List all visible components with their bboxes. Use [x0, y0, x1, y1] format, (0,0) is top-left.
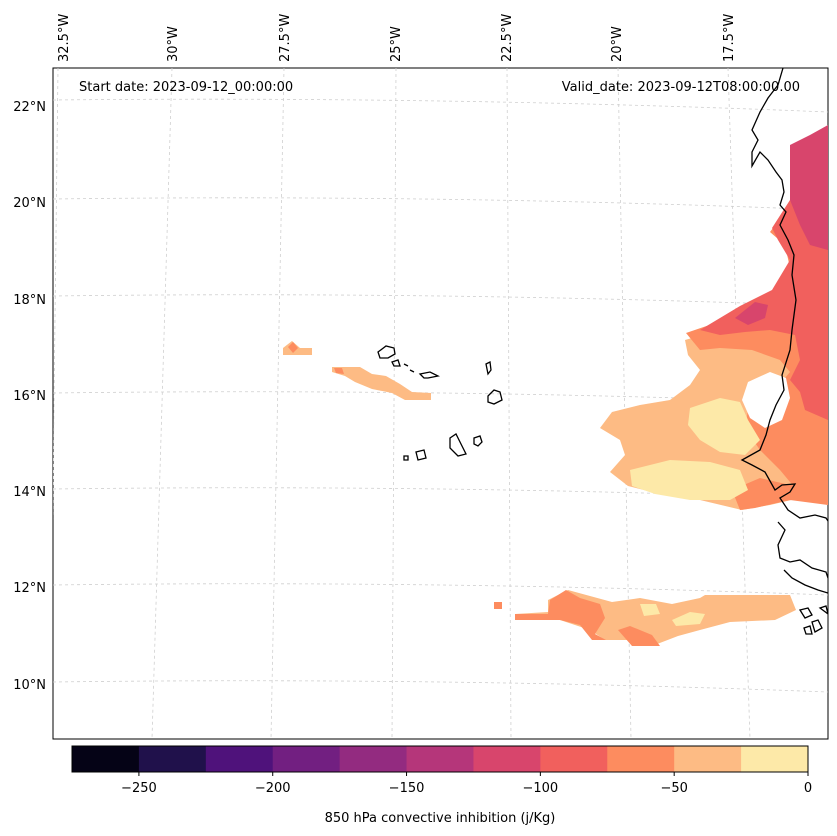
latitude-labels: 22°N 20°N 18°N 16°N 14°N 12°N 10°N — [13, 100, 46, 693]
lat-label-10n: 10°N — [13, 678, 46, 693]
island-brava — [403, 455, 409, 461]
start-date-label: Start date: 2023-09-12_00:00:00 — [79, 80, 293, 95]
island-fogo — [415, 449, 427, 461]
colorbar-tick-label: −200 — [255, 781, 291, 796]
lon-label-30w: 30°W — [166, 26, 181, 62]
contour-fill-coastal-orange-south — [732, 478, 828, 510]
colorbar-swatch — [205, 746, 274, 772]
lon-label-20w: 20°W — [610, 26, 625, 62]
meridian-25w — [391, 68, 397, 739]
longitude-labels: 32.5°W 30°W 27.5°W 25°W 22.5°W 20°W 17.5… — [57, 14, 737, 62]
colorbar-swatch — [607, 746, 675, 772]
lon-label-22-5w: 22.5°W — [500, 14, 515, 62]
colorbar-swatch — [138, 746, 207, 772]
contour-fill-west-2 — [332, 367, 431, 400]
island-boa-vista — [487, 389, 503, 405]
coastline-gambia-guinea — [777, 521, 828, 594]
parallel-10n — [53, 680, 828, 693]
contour-fill-south-band-orange — [515, 590, 606, 640]
lat-label-18n: 18°N — [13, 293, 46, 308]
colorbar-swatch — [406, 746, 474, 772]
parallel-14n — [53, 487, 828, 500]
contour-fill-yellow-south — [630, 460, 748, 500]
coastline-africa — [740, 68, 828, 522]
island-sal — [485, 361, 492, 376]
colorbar-swatch — [741, 746, 809, 772]
colorbar-swatch — [473, 746, 541, 772]
contour-fill-south-band-orange-2 — [618, 626, 660, 646]
colorbar: −250 −200 −150 −100 −50 0 850 hPa convective … — [71, 745, 812, 826]
colorbar-ticks: −250 −200 −150 −100 −50 0 — [121, 772, 812, 796]
meridian-27-5w — [270, 68, 285, 739]
contour-fill-inner-crimson — [735, 302, 768, 325]
colorbar-swatch — [272, 746, 341, 772]
contour-fill-south-dot — [494, 602, 502, 609]
lon-label-27-5w: 27.5°W — [278, 14, 293, 62]
meridian-17-5w — [727, 68, 751, 739]
parallel-22n — [53, 98, 828, 113]
parallel-20n — [53, 197, 828, 211]
island-santo-antao — [377, 345, 396, 359]
lon-label-32-5w: 32.5°W — [57, 14, 72, 62]
colorbar-swatch — [339, 746, 408, 772]
colorbar-swatch — [72, 746, 140, 772]
valid-date-label: Valid_date: 2023-09-12T08:00:00.00 — [562, 80, 800, 95]
contour-fill-west-1-core — [288, 342, 298, 353]
contour-fill-south-yellow-2 — [672, 612, 705, 626]
colorbar-tick-label: −150 — [389, 781, 425, 796]
lon-label-17-5w: 17.5°W — [722, 14, 737, 62]
contour-fill-yellow-east — [688, 398, 760, 455]
colorbar-tick-label: −100 — [523, 781, 559, 796]
colorbar-frame — [71, 745, 809, 773]
colorbar-swatches — [72, 746, 809, 772]
coastline-bijagos — [798, 605, 828, 635]
contour-fill-south-yellow — [640, 604, 660, 616]
island-santiago — [449, 433, 467, 457]
colorbar-label: 850 hPa convective inhibition (j/Kg) — [325, 811, 556, 826]
lat-label-22n: 22°N — [13, 100, 46, 115]
contour-hole — [742, 372, 790, 428]
island-sao-vicente — [391, 359, 401, 367]
contour-fill-west-2-core — [334, 368, 344, 374]
island-santa-luzia — [403, 363, 409, 367]
parallel-12n — [53, 583, 828, 596]
lon-label-25w: 25°W — [389, 26, 404, 62]
colorbar-swatch — [540, 746, 608, 772]
parallel-16n — [53, 391, 828, 404]
lat-label-12n: 12°N — [13, 581, 46, 596]
colorbar-swatch — [674, 746, 742, 772]
cin-contours — [283, 125, 828, 646]
island-maio — [473, 435, 483, 447]
lat-label-20n: 20°N — [13, 196, 46, 211]
meridian-22-5w — [506, 68, 512, 739]
contour-fill-coastal-crimson — [790, 125, 828, 250]
meridian-30w — [151, 68, 173, 739]
colorbar-tick-label: −50 — [660, 781, 687, 796]
parallel-18n — [53, 294, 828, 307]
lat-label-14n: 14°N — [13, 485, 46, 500]
island-sao-nicolau — [409, 369, 440, 379]
coastlines — [377, 68, 828, 635]
lat-label-16n: 16°N — [13, 389, 46, 404]
colorbar-tick-label: 0 — [804, 781, 812, 796]
colorbar-tick-label: −250 — [121, 781, 157, 796]
